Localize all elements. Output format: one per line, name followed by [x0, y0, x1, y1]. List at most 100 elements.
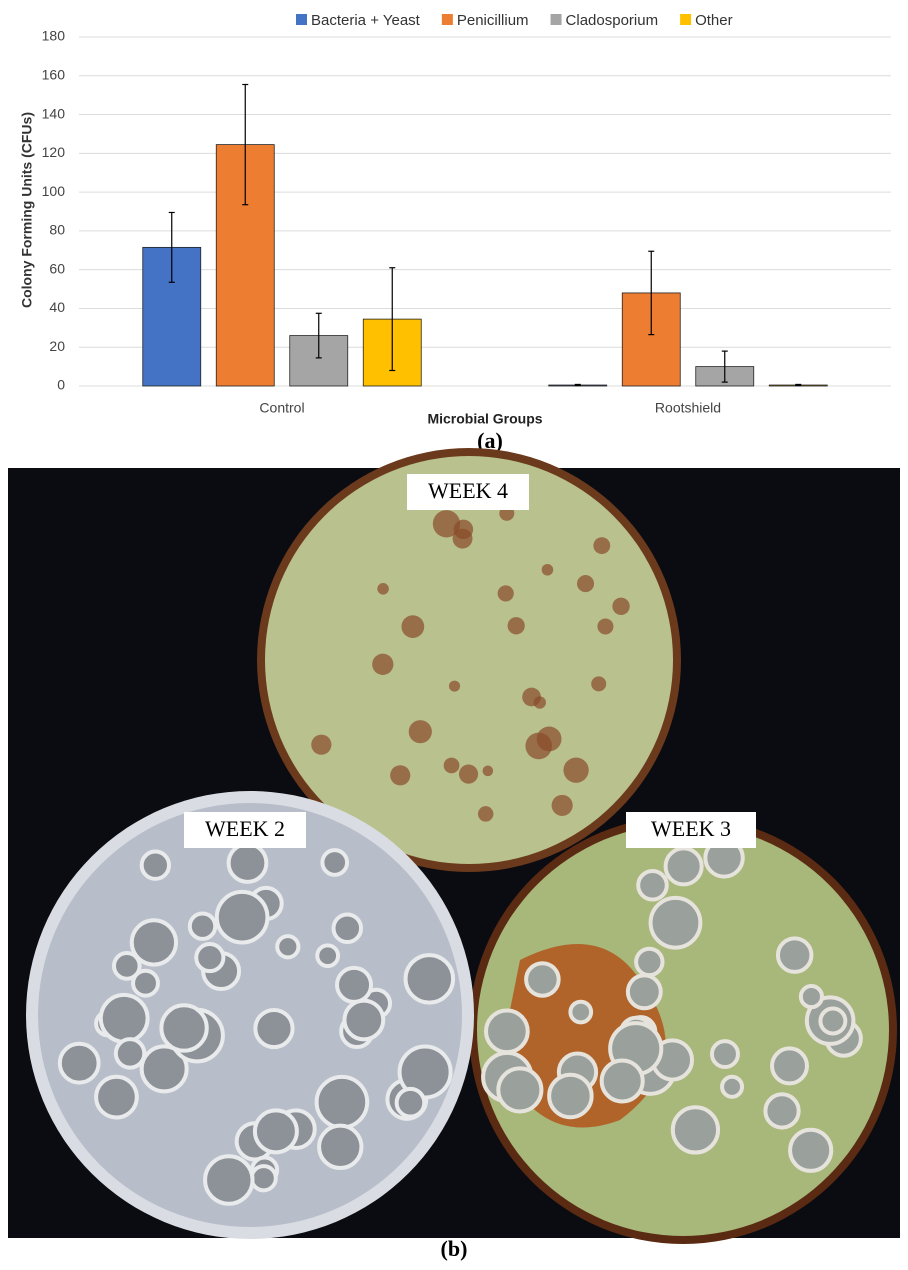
colony [129, 918, 179, 967]
dish-week4 [265, 456, 673, 864]
colony [788, 1127, 834, 1173]
spot [458, 764, 479, 784]
spot [497, 585, 514, 602]
y-tick-label: 20 [49, 338, 65, 354]
legend-label: Other [695, 12, 733, 29]
label-box [184, 812, 306, 848]
spot [541, 563, 554, 576]
legend-swatch [550, 14, 562, 25]
colony [709, 1039, 740, 1070]
colony [670, 1105, 721, 1155]
panel-label: (b) [441, 1236, 468, 1261]
colony [663, 846, 704, 887]
colony [111, 951, 142, 981]
legend-swatch [441, 14, 453, 25]
colony [226, 842, 269, 884]
y-tick-label: 160 [42, 66, 66, 82]
spot [311, 734, 332, 755]
photo-label: WEEK 2 [205, 816, 285, 841]
colony [568, 999, 594, 1025]
colony [335, 965, 374, 1004]
dish-week3 [477, 824, 889, 1236]
photo: WEEK 4 WEEK 2 WEEK 3 [8, 448, 900, 1244]
colony [314, 1074, 370, 1130]
colony [139, 1044, 189, 1094]
colony [98, 992, 150, 1044]
colony [57, 1041, 101, 1085]
colony [342, 998, 386, 1042]
y-axis-label: Colony Forming Units (CFUs) [19, 112, 35, 308]
y-tick-label: 180 [42, 28, 66, 44]
colony [634, 946, 665, 978]
spot [401, 615, 425, 638]
colony [275, 934, 301, 960]
colonies [57, 477, 863, 1206]
legend-swatch [296, 14, 307, 25]
colony [648, 895, 703, 950]
y-tick-label: 0 [57, 377, 65, 393]
colony [770, 1046, 809, 1086]
colony [496, 1066, 544, 1114]
y-tick-label: 40 [49, 299, 65, 315]
label-box [407, 474, 529, 510]
spot [408, 720, 432, 744]
y-tick-label: 100 [42, 183, 66, 199]
colony [113, 1037, 147, 1070]
spot [597, 618, 614, 635]
label-box [626, 812, 756, 848]
spot [551, 794, 573, 816]
y-tick-label: 120 [42, 144, 66, 160]
colony [315, 943, 341, 969]
colony [818, 1006, 848, 1036]
colony [484, 1008, 530, 1055]
colony [720, 1074, 745, 1099]
spot [372, 653, 394, 675]
colony [139, 849, 172, 881]
colony [203, 1154, 255, 1206]
spot [482, 765, 494, 777]
spot [477, 806, 494, 822]
legend-label: Bacteria + Yeast [311, 12, 421, 29]
colony [320, 848, 350, 877]
spot [593, 537, 611, 555]
spot [612, 597, 630, 615]
y-tick-label: 140 [42, 105, 66, 121]
spot [525, 732, 553, 760]
photo-label: WEEK 4 [428, 478, 508, 503]
y-tick-label: 60 [49, 260, 65, 276]
x-axis-label: Microbial Groups [427, 411, 542, 427]
legend-label: Cladosporium [566, 12, 659, 29]
spot [576, 575, 595, 593]
spot [533, 696, 546, 709]
spot [443, 757, 460, 774]
colony [798, 984, 824, 1010]
spot [390, 765, 411, 786]
colony [547, 1072, 594, 1120]
colony [394, 1086, 427, 1119]
spot [563, 757, 589, 783]
x-tick-label: Rootshield [655, 400, 721, 416]
colony [625, 973, 663, 1011]
y-tick-label: 80 [49, 222, 65, 238]
colony [403, 953, 456, 1005]
x-tick-label: Control [259, 400, 304, 416]
legend-swatch [680, 14, 692, 25]
spot [448, 680, 461, 692]
spot [507, 617, 525, 635]
colony [253, 1007, 295, 1050]
colony [252, 1108, 299, 1155]
colony [331, 912, 364, 945]
colony [599, 1058, 645, 1104]
spot [432, 510, 461, 538]
colony [214, 889, 270, 945]
colony [159, 1003, 209, 1053]
spot [591, 676, 607, 692]
spot [377, 583, 389, 595]
colony [187, 911, 218, 941]
photo-label: WEEK 3 [651, 816, 731, 841]
colony [775, 936, 814, 974]
colony [763, 1092, 801, 1130]
colony [317, 1123, 364, 1170]
colony [636, 868, 669, 902]
